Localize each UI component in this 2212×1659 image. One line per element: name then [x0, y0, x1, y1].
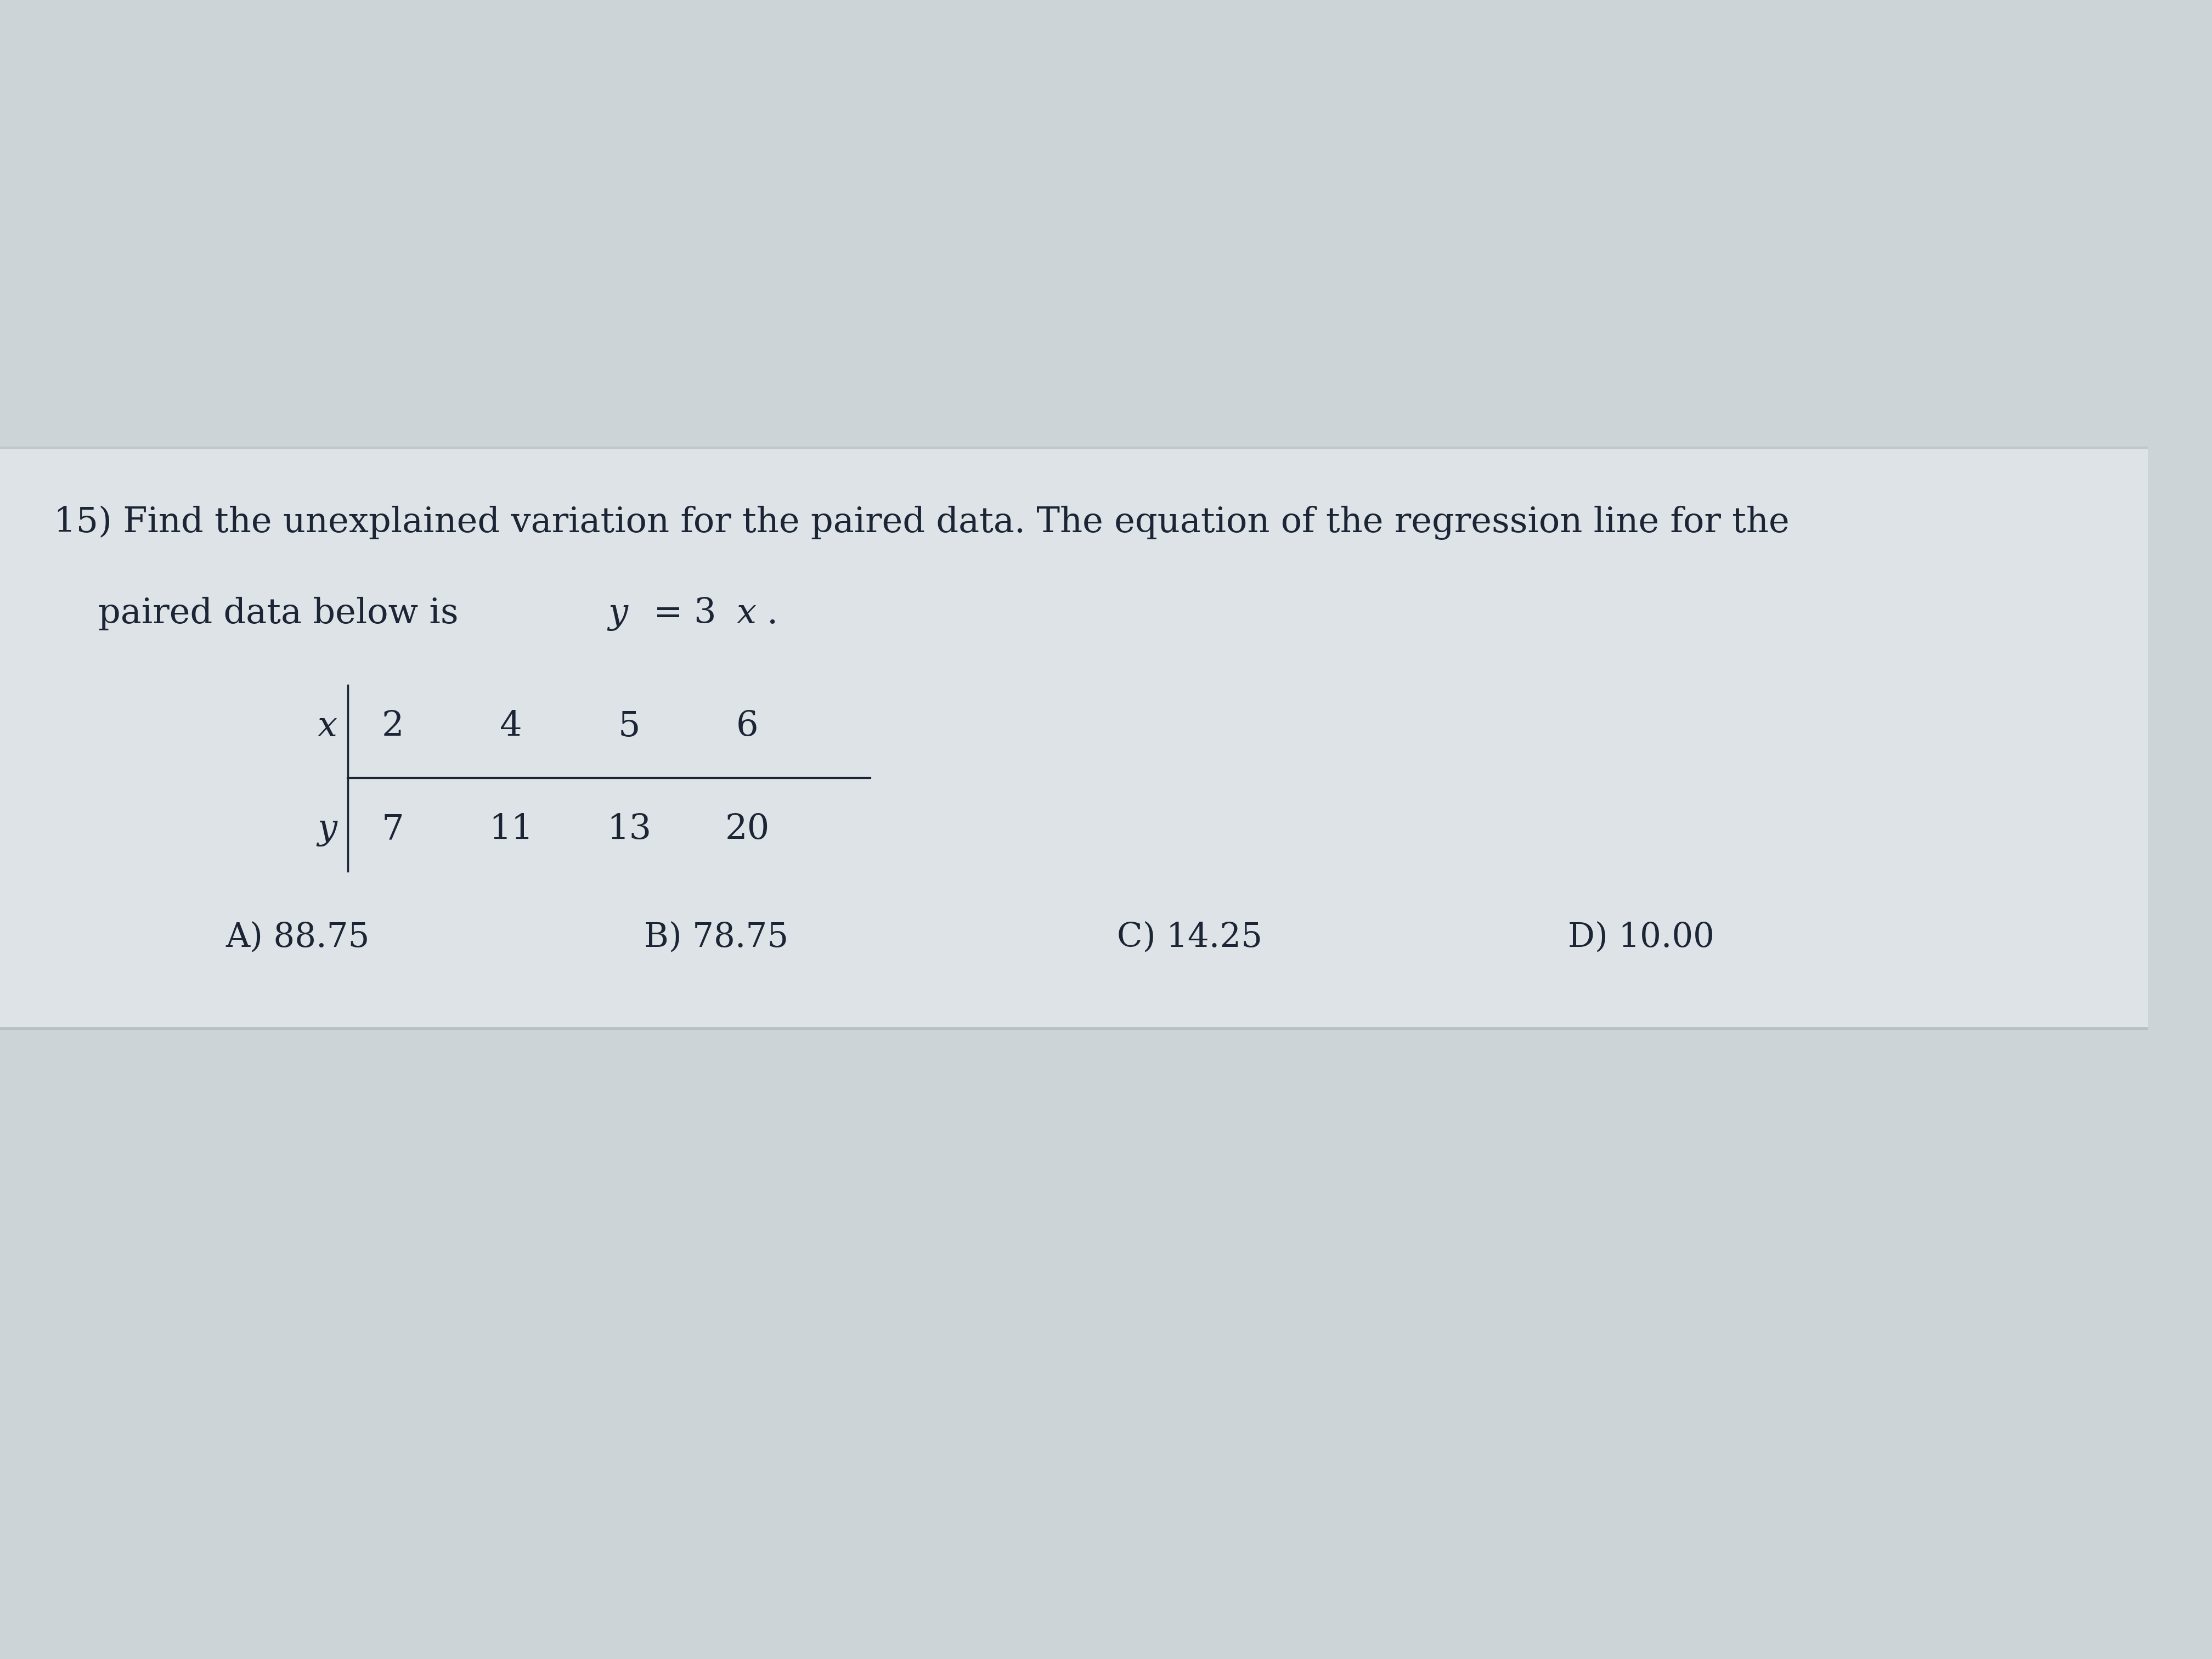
Text: y: y — [316, 813, 336, 846]
Text: 11: 11 — [489, 813, 533, 846]
Text: 5: 5 — [617, 710, 641, 743]
Text: 7: 7 — [383, 813, 405, 846]
Text: B) 78.75: B) 78.75 — [644, 921, 790, 954]
Text: 20: 20 — [726, 813, 770, 846]
Text: 2: 2 — [383, 710, 405, 743]
Text: 15) Find the unexplained variation for the paired data. The equation of the regr: 15) Find the unexplained variation for t… — [53, 506, 1790, 539]
Text: x: x — [737, 597, 757, 630]
Text: x: x — [319, 710, 336, 743]
Text: 4: 4 — [500, 710, 522, 743]
Text: y: y — [608, 597, 628, 630]
Text: A) 88.75: A) 88.75 — [226, 921, 369, 954]
Text: D) 10.00: D) 10.00 — [1568, 921, 1714, 954]
Text: .: . — [768, 597, 779, 630]
Text: paired data below is: paired data below is — [53, 597, 469, 630]
Bar — [0, 448, 2148, 1029]
Text: C) 14.25: C) 14.25 — [1117, 921, 1263, 954]
Text: 13: 13 — [606, 813, 653, 846]
Text: 6: 6 — [737, 710, 759, 743]
Text: = 3: = 3 — [641, 597, 717, 630]
